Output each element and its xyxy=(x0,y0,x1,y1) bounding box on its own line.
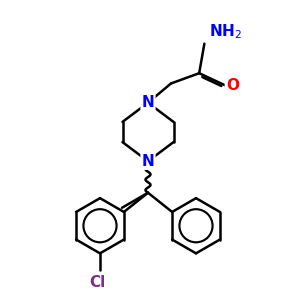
Text: N: N xyxy=(142,95,154,110)
Text: N: N xyxy=(142,154,154,169)
Text: NH$_2$: NH$_2$ xyxy=(209,22,242,41)
Text: O: O xyxy=(226,78,239,93)
Text: Cl: Cl xyxy=(89,275,105,290)
